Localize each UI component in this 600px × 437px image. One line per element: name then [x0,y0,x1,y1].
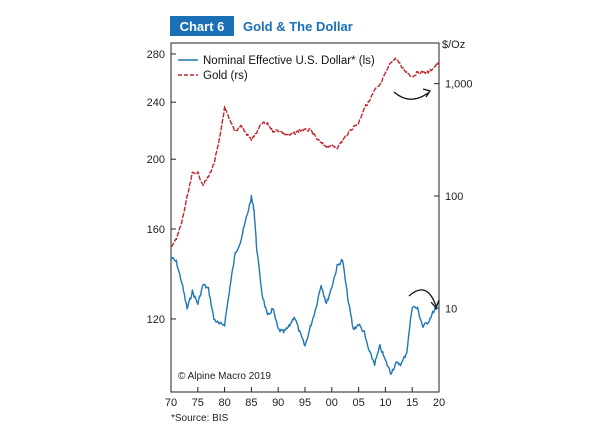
left-tick-label: 280 [147,49,165,61]
x-tick-label: 00 [326,397,338,409]
legend: Nominal Effective U.S. Dollar* (ls) Gold… [178,55,375,82]
legend-dollar-label: Nominal Effective U.S. Dollar* (ls) [203,55,375,67]
chart-badge-text: Chart 6 [180,19,225,34]
x-tick-label: 95 [299,397,311,409]
left-tick-label: 240 [147,97,165,109]
chart-title: Gold & The Dollar [243,19,353,34]
legend-gold-label: Gold (rs) [203,70,248,82]
footnote: *Source: BIS [171,413,229,424]
left-tick-label: 120 [147,314,165,326]
x-tick-label: 75 [192,397,204,409]
right-tick-label: 10 [445,303,457,315]
gold-curve-arrowhead [422,88,432,98]
copyright-note: © Alpine Macro 2019 [178,371,271,382]
x-tick-label: 70 [165,397,177,409]
dollar-curve-arrow [408,289,437,307]
gold-curve-arrow [393,91,429,100]
x-tick-label: 90 [272,397,284,409]
x-axis: 70 75 80 85 90 95 00 05 10 15 20 [165,387,445,409]
x-tick-label: 80 [218,397,230,409]
x-tick-label: 10 [379,397,391,409]
right-tick-label: 100 [445,191,463,203]
gold-series-line [170,57,440,247]
dollar-series-line [170,194,440,376]
right-axis: 10 100 1,000 [434,79,473,315]
left-tick-label: 160 [147,224,165,236]
left-axis: 120 160 200 240 280 [147,49,176,326]
x-tick-label: 85 [245,397,257,409]
chart-badge [170,16,234,36]
right-axis-unit: $/Oz [442,39,465,51]
x-tick-label: 05 [352,397,364,409]
right-tick-label: 1,000 [445,79,473,91]
x-tick-label: 20 [433,397,445,409]
x-tick-label: 15 [406,397,418,409]
series-layer [170,57,440,376]
dollar-curve-arrowhead [430,299,440,310]
left-tick-label: 200 [147,154,165,166]
